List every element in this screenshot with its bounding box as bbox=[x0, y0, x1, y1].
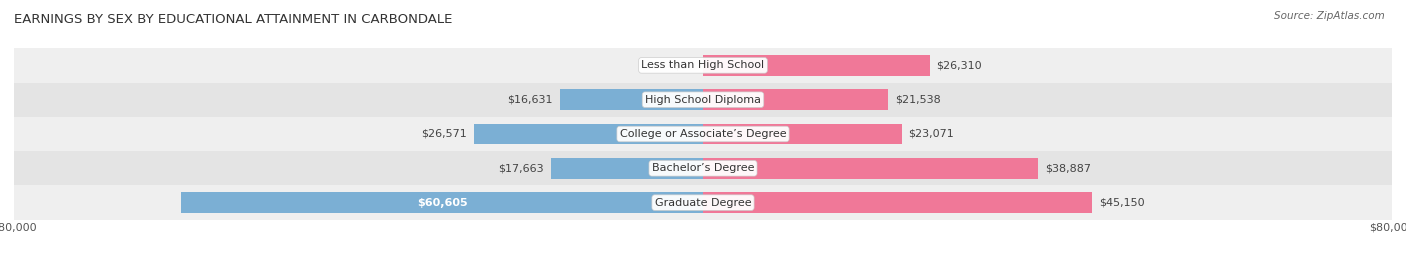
Bar bbox=[703, 55, 929, 76]
Text: $23,071: $23,071 bbox=[908, 129, 955, 139]
Bar bbox=[14, 83, 1392, 117]
Bar bbox=[14, 185, 1392, 220]
Text: $60,605: $60,605 bbox=[416, 198, 467, 208]
Text: EARNINGS BY SEX BY EDUCATIONAL ATTAINMENT IN CARBONDALE: EARNINGS BY SEX BY EDUCATIONAL ATTAINMEN… bbox=[14, 13, 453, 26]
Text: Source: ZipAtlas.com: Source: ZipAtlas.com bbox=[1274, 11, 1385, 21]
Bar bbox=[560, 90, 703, 110]
Bar bbox=[181, 192, 703, 213]
Text: High School Diploma: High School Diploma bbox=[645, 95, 761, 105]
Bar bbox=[703, 90, 889, 110]
Text: $26,310: $26,310 bbox=[936, 60, 981, 70]
Text: $16,631: $16,631 bbox=[508, 95, 553, 105]
Text: College or Associate’s Degree: College or Associate’s Degree bbox=[620, 129, 786, 139]
Text: Graduate Degree: Graduate Degree bbox=[655, 198, 751, 208]
Text: $45,150: $45,150 bbox=[1098, 198, 1144, 208]
Bar bbox=[14, 48, 1392, 83]
Bar bbox=[474, 124, 703, 144]
Text: $17,663: $17,663 bbox=[498, 163, 544, 173]
Text: $38,887: $38,887 bbox=[1045, 163, 1091, 173]
Text: Less than High School: Less than High School bbox=[641, 60, 765, 70]
Text: $26,571: $26,571 bbox=[422, 129, 467, 139]
Bar bbox=[703, 158, 1038, 178]
Text: Bachelor’s Degree: Bachelor’s Degree bbox=[652, 163, 754, 173]
Bar bbox=[551, 158, 703, 178]
Bar bbox=[14, 117, 1392, 151]
Bar bbox=[703, 124, 901, 144]
Bar bbox=[703, 192, 1092, 213]
Text: $0: $0 bbox=[673, 60, 688, 70]
Text: $21,538: $21,538 bbox=[896, 95, 941, 105]
Bar bbox=[14, 151, 1392, 185]
